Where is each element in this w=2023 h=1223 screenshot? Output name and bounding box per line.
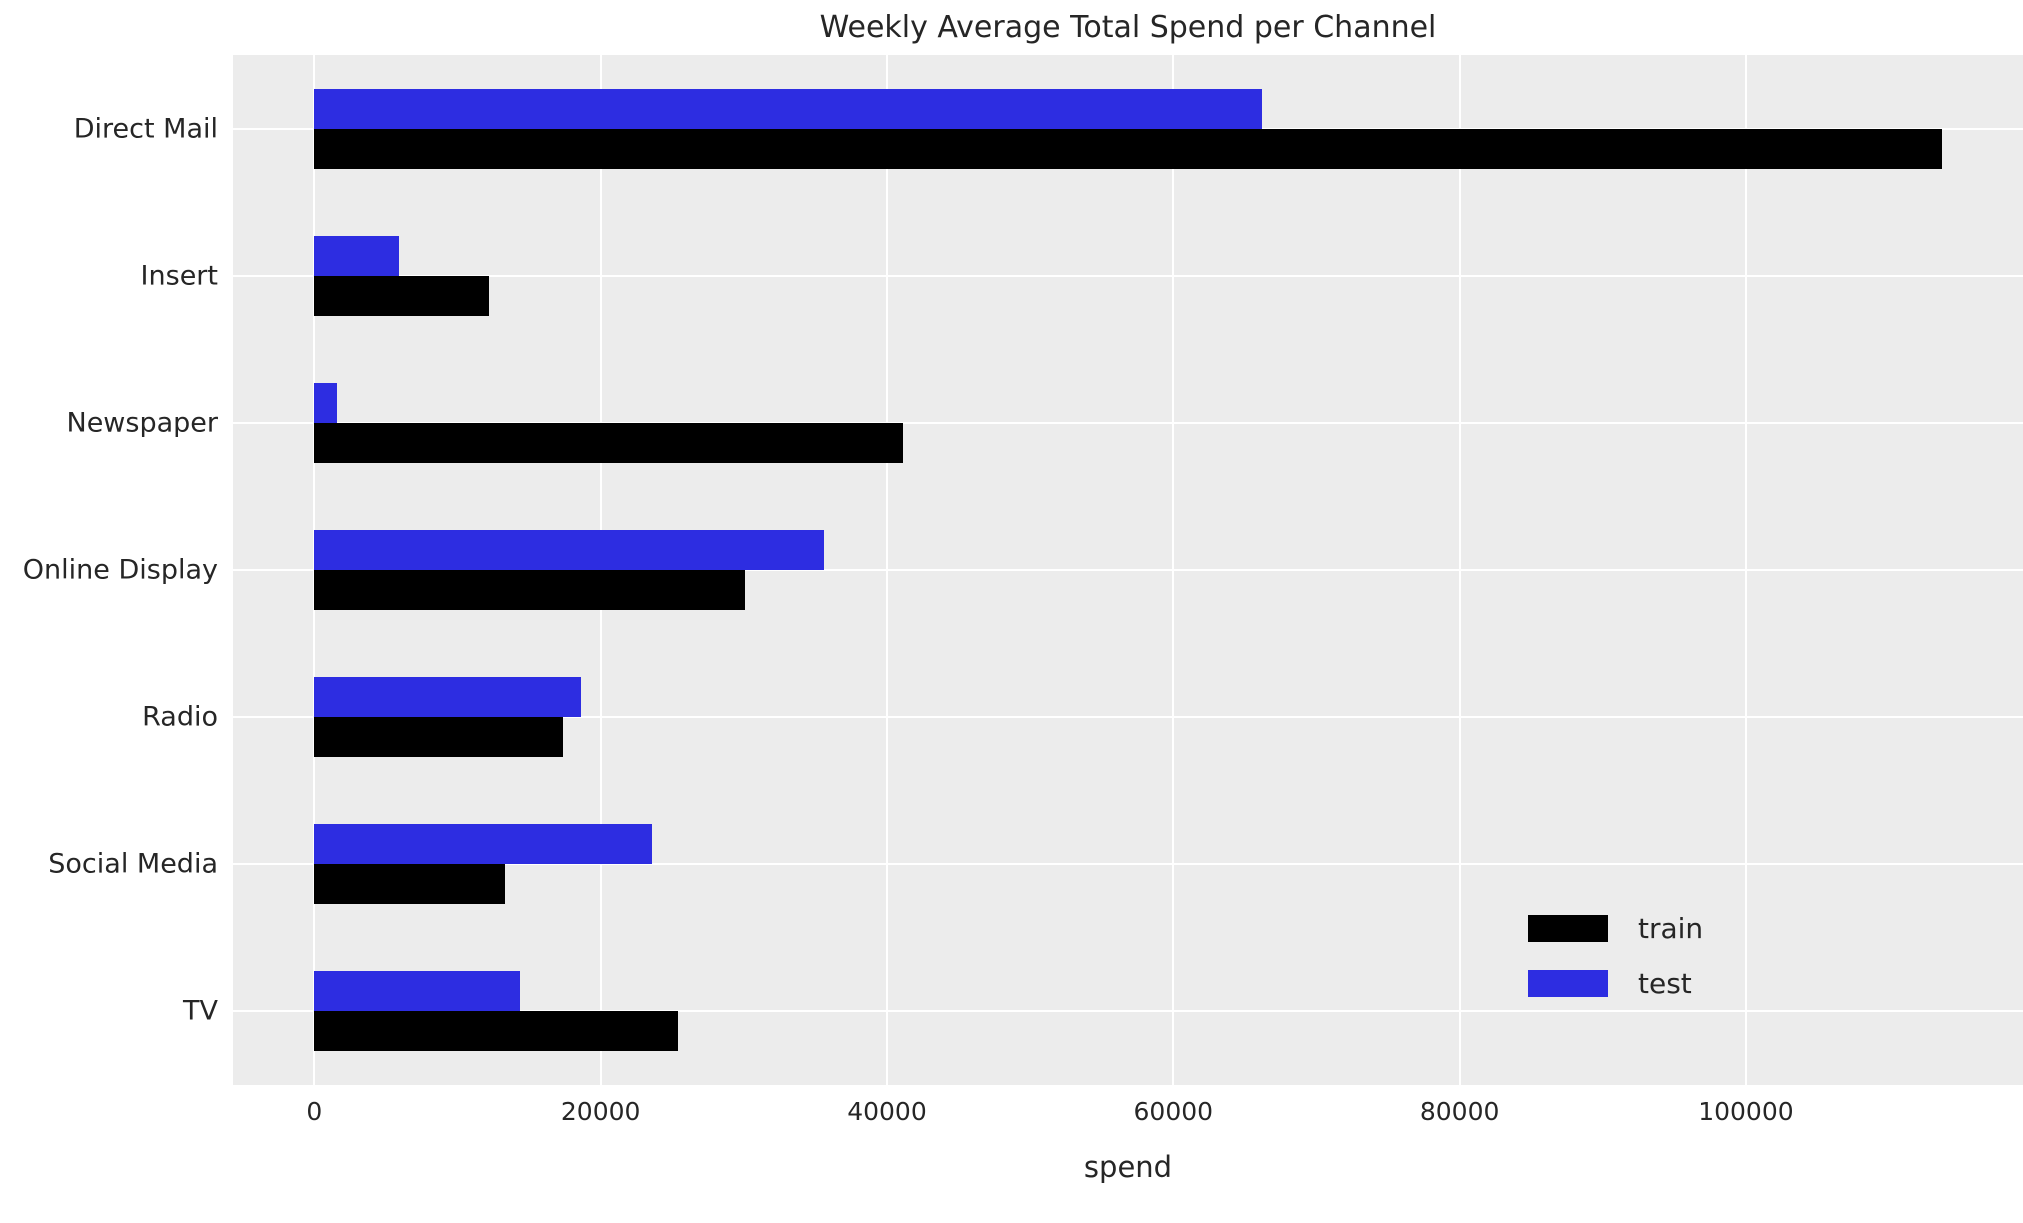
x-tick-label: 40000 [847,1097,927,1126]
bar-test-online-display [314,530,824,570]
bar-train-social-media [314,864,505,905]
legend-swatch-test [1528,970,1608,997]
x-tick-label: 100000 [1698,1097,1794,1126]
bar-test-newspaper [314,382,338,423]
y-tick-label: Newspaper [66,407,219,439]
gridline-horizontal [233,421,2023,424]
bar-test-social-media [314,824,653,865]
bar-test-tv [314,971,521,1012]
x-tick-label: 20000 [560,1097,641,1126]
legend-swatch-train [1528,915,1608,942]
bar-test-radio [314,677,581,718]
bar-train-radio [314,717,564,758]
gridline-horizontal [233,569,2023,571]
x-axis-label: spend [1083,1150,1173,1184]
bar-test-direct-mail [314,88,1263,129]
chart-title: Weekly Average Total Spend per Channel [819,10,1437,45]
bar-train-insert [314,275,489,316]
legend-label-test: test [1638,967,1692,1000]
y-tick-label: Online Display [22,554,218,586]
bar-train-tv [314,1011,678,1052]
y-tick-label: Direct Mail [73,113,218,145]
bar-train-newspaper [314,422,903,463]
bar-test-insert [314,235,399,276]
x-tick-label: 80000 [1419,1097,1500,1126]
legend-row-train: train [1528,912,1703,945]
legend-row-test: test [1528,967,1703,1000]
bar-train-direct-mail [314,128,1943,169]
x-tick-label: 0 [306,1097,323,1126]
gridline-horizontal [233,863,2023,866]
gridline-horizontal [233,716,2023,719]
y-tick-label: Radio [142,701,218,733]
x-tick-label: 60000 [1133,1097,1214,1126]
legend: train test [1528,912,1703,1022]
gridline-horizontal [233,1010,2023,1013]
gridline-horizontal [233,274,2023,277]
legend-label-train: train [1638,912,1704,945]
y-tick-label: Social Media [48,848,218,880]
bar-train-online-display [314,570,746,610]
plot-area [233,55,2023,1085]
y-tick-label: TV [183,995,218,1027]
y-tick-label: Insert [140,260,218,292]
